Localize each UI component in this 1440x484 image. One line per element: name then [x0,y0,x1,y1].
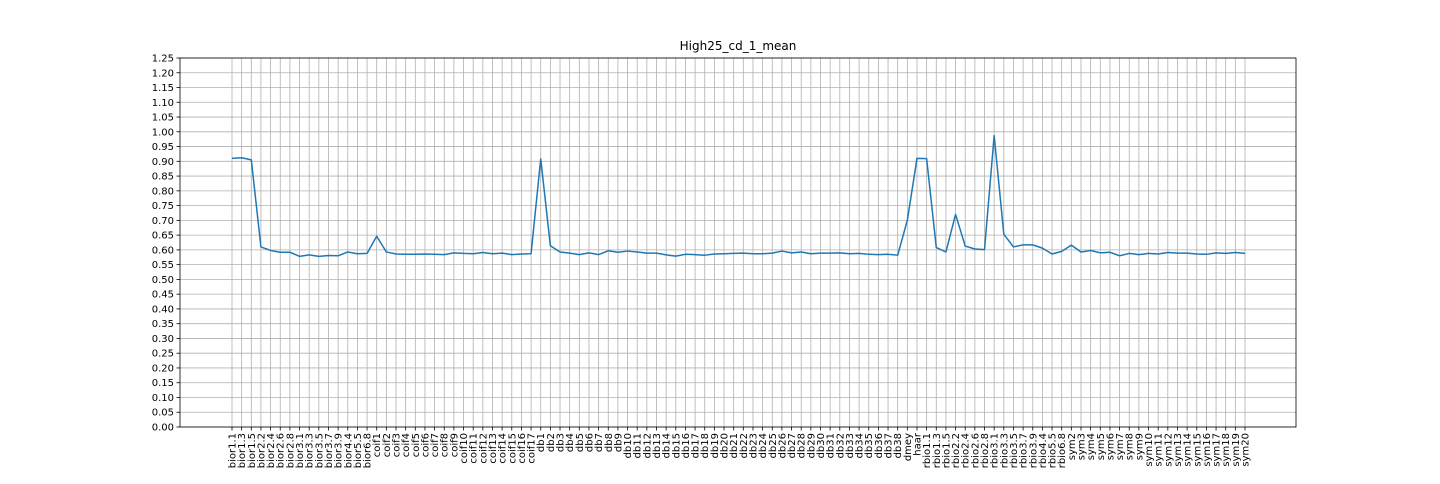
chart-title: High25_cd_1_mean [680,39,797,53]
y-tick-label: 0.05 [152,408,174,419]
y-tick-label: 0.90 [152,157,174,168]
y-tick-label: 0.75 [152,201,174,212]
y-tick-label: 0.15 [152,378,174,389]
y-tick-label: 0.00 [152,423,174,434]
y-tick-label: 1.15 [152,83,174,94]
y-tick-label: 1.05 [152,113,174,124]
y-tick-label: 0.85 [152,172,174,183]
series-layer [232,136,1245,257]
x-tick-labels: bior1.1bior1.3bior1.5bior2.2bior2.4bior2… [228,432,1252,468]
y-tick-label: 0.35 [152,319,174,330]
y-tick-label: 0.65 [152,231,174,242]
y-tick-label: 1.10 [152,98,174,109]
y-tick-label: 1.20 [152,68,174,79]
y-tick-label: 0.45 [152,290,174,301]
y-tick-label: 0.25 [152,349,174,360]
y-tick-label: 0.95 [152,142,174,153]
y-tick-label: 0.60 [152,245,174,256]
axes [177,58,1246,431]
series-line [232,136,1245,257]
y-tick-label: 0.50 [152,275,174,286]
y-tick-label: 1.25 [152,54,174,65]
y-tick-labels: 0.00 0.05 0.10 0.15 0.20 0.25 0.30 0.35 0.40 0.45… [152,54,174,434]
y-tick-label: 0.20 [152,363,174,374]
grid [180,58,1296,427]
y-tick-label: 0.70 [152,216,174,227]
y-tick-label: 0.10 [152,393,174,404]
y-tick-label: 0.40 [152,304,174,315]
x-tick-label: sym20 [1241,433,1252,467]
y-tick-label: 0.80 [152,186,174,197]
y-tick-label: 0.30 [152,334,174,345]
y-tick-label: 0.55 [152,260,174,271]
y-tick-label: 1.00 [152,127,174,138]
